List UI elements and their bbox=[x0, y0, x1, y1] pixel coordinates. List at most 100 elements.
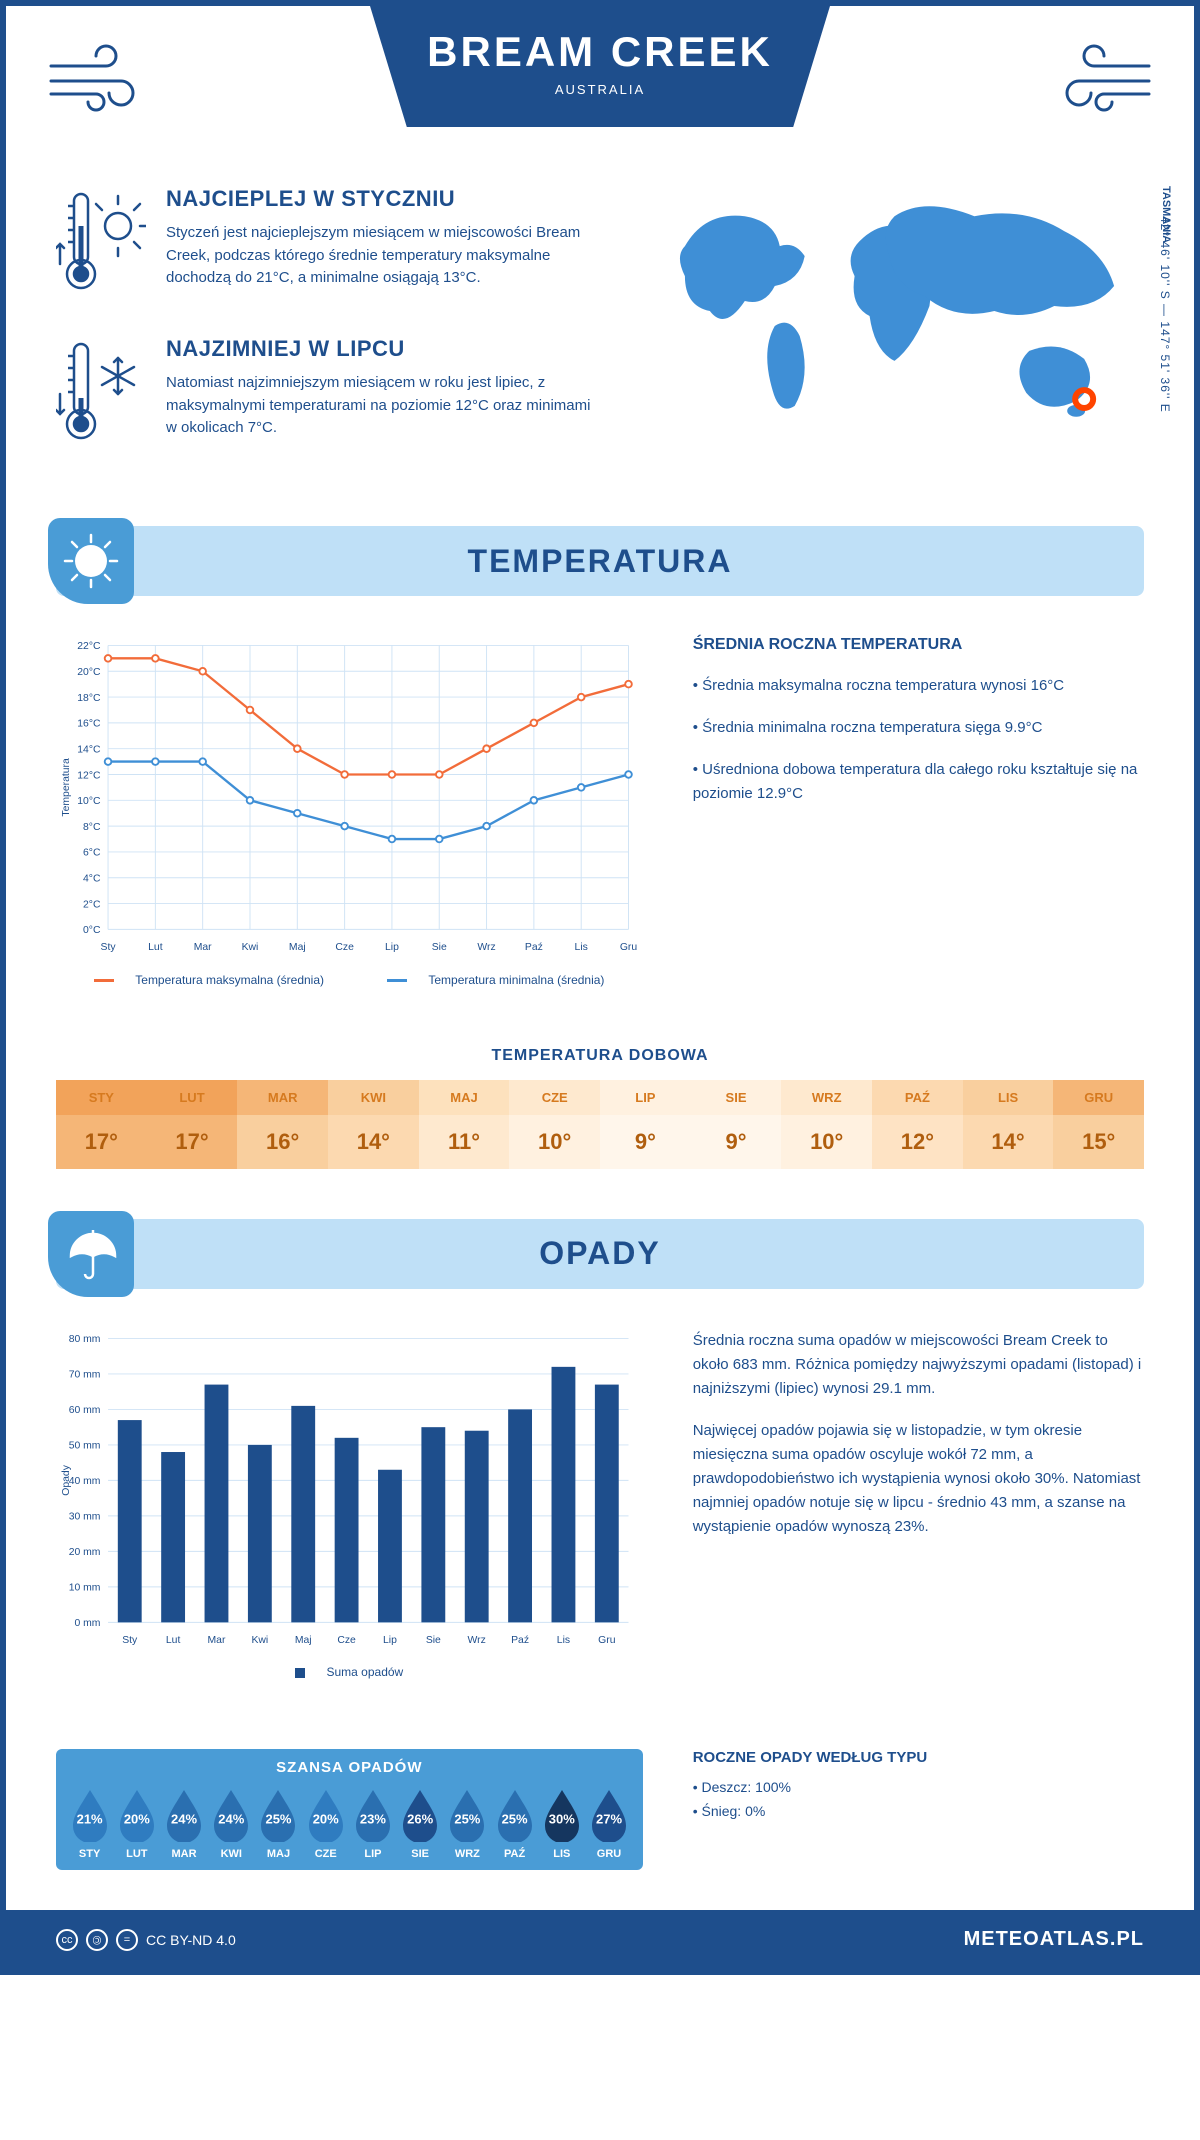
license-text: CC BY-ND 4.0 bbox=[146, 1932, 236, 1948]
rain-text-2: Najwięcej opadów pojawia się w listopadz… bbox=[693, 1419, 1144, 1539]
svg-text:Maj: Maj bbox=[289, 942, 306, 953]
temperature-chart-row: 0°C2°C4°C6°C8°C10°C12°C14°C16°C18°C20°C2… bbox=[6, 596, 1194, 1027]
svg-text:2°C: 2°C bbox=[83, 899, 101, 910]
svg-text:Gru: Gru bbox=[620, 942, 638, 953]
svg-text:4°C: 4°C bbox=[83, 874, 101, 885]
svg-text:Temperatura: Temperatura bbox=[61, 758, 72, 817]
thermometer-snow-icon bbox=[56, 336, 146, 446]
daily-temp-cell: CZE10° bbox=[509, 1080, 600, 1169]
temperature-line-chart: 0°C2°C4°C6°C8°C10°C12°C14°C16°C18°C20°C2… bbox=[56, 636, 643, 987]
svg-text:14°C: 14°C bbox=[77, 744, 101, 755]
rain-type-1: • Śnieg: 0% bbox=[693, 1800, 1144, 1824]
license-block: cc 🄯 = CC BY-ND 4.0 bbox=[56, 1929, 236, 1951]
legend-max: Temperatura maksymalna (średnia) bbox=[135, 973, 324, 987]
svg-text:6°C: 6°C bbox=[83, 848, 101, 859]
svg-text:Lis: Lis bbox=[575, 942, 588, 953]
rain-chance-cell: 25%MAJ bbox=[255, 1786, 302, 1860]
coordinates: 42° 46' 10'' S — 147° 51' 36'' E bbox=[1158, 216, 1172, 413]
rain-section-header: OPADY bbox=[56, 1219, 1144, 1289]
svg-text:40 mm: 40 mm bbox=[69, 1476, 101, 1487]
svg-text:Paź: Paź bbox=[525, 942, 543, 953]
wind-icon-right bbox=[1034, 36, 1154, 116]
rain-types-col: ROCZNE OPADY WEDŁUG TYPU • Deszcz: 100% … bbox=[693, 1749, 1144, 1870]
svg-text:18°C: 18°C bbox=[77, 693, 101, 704]
svg-text:Opady: Opady bbox=[61, 1464, 72, 1495]
svg-text:80 mm: 80 mm bbox=[69, 1334, 101, 1345]
svg-text:10°C: 10°C bbox=[77, 796, 101, 807]
sun-icon bbox=[48, 518, 134, 604]
rain-chance-cell: 24%KWI bbox=[208, 1786, 255, 1860]
svg-text:0 mm: 0 mm bbox=[74, 1618, 100, 1629]
daily-temp-title: TEMPERATURA DOBOWA bbox=[6, 1047, 1194, 1065]
fact-warmest-title: NAJCIEPLEJ W STYCZNIU bbox=[166, 186, 605, 212]
svg-text:Sie: Sie bbox=[426, 1635, 441, 1646]
svg-text:Lis: Lis bbox=[557, 1635, 570, 1646]
rain-chance-cell: 25%WRZ bbox=[444, 1786, 491, 1860]
temperature-section-header: TEMPERATURA bbox=[56, 526, 1144, 596]
rain-info: Średnia roczna suma opadów w miejscowośc… bbox=[693, 1329, 1144, 1680]
svg-text:10 mm: 10 mm bbox=[69, 1582, 101, 1593]
daily-temp-cell: SIE9° bbox=[691, 1080, 782, 1169]
svg-text:Cze: Cze bbox=[335, 942, 354, 953]
svg-text:Wrz: Wrz bbox=[477, 942, 495, 953]
svg-text:Lut: Lut bbox=[148, 942, 163, 953]
daily-temp-cell: STY17° bbox=[56, 1080, 147, 1169]
fact-coldest-text: NAJZIMNIEJ W LIPCU Natomiast najzimniejs… bbox=[166, 336, 605, 446]
svg-text:Lip: Lip bbox=[385, 942, 399, 953]
fact-warmest: NAJCIEPLEJ W STYCZNIU Styczeń jest najci… bbox=[56, 186, 605, 296]
daily-temp-cell: LUT17° bbox=[147, 1080, 238, 1169]
thermometer-sun-icon bbox=[56, 186, 146, 296]
header-banner: BREAM CREEK AUSTRALIA bbox=[6, 6, 1194, 156]
svg-text:20 mm: 20 mm bbox=[69, 1547, 101, 1558]
rain-chart-row: 0 mm10 mm20 mm30 mm40 mm50 mm60 mm70 mm8… bbox=[6, 1289, 1194, 1720]
daily-temp-table: STY17°LUT17°MAR16°KWI14°MAJ11°CZE10°LIP9… bbox=[56, 1080, 1144, 1169]
daily-temp-cell: PAŹ12° bbox=[872, 1080, 963, 1169]
world-map bbox=[645, 186, 1144, 446]
svg-text:Kwi: Kwi bbox=[251, 1635, 268, 1646]
cc-icon: cc bbox=[56, 1929, 78, 1951]
temperature-heading: TEMPERATURA bbox=[56, 543, 1144, 580]
legend-rain: Suma opadów bbox=[326, 1665, 403, 1679]
daily-temp-cell: KWI14° bbox=[328, 1080, 419, 1169]
intro-row: NAJCIEPLEJ W STYCZNIU Styczeń jest najci… bbox=[6, 156, 1194, 526]
svg-text:8°C: 8°C bbox=[83, 822, 101, 833]
rain-chance-panel: SZANSA OPADÓW 21%STY20%LUT24%MAR24%KWI25… bbox=[56, 1749, 643, 1870]
footer: cc 🄯 = CC BY-ND 4.0 METEOATLAS.PL bbox=[6, 1910, 1194, 1969]
site-name: METEOATLAS.PL bbox=[964, 1928, 1144, 1951]
daily-temp-cell: MAR16° bbox=[237, 1080, 328, 1169]
rain-legend: Suma opadów bbox=[56, 1665, 643, 1679]
rain-chance-cell: 24%MAR bbox=[160, 1786, 207, 1860]
svg-text:Cze: Cze bbox=[337, 1635, 356, 1646]
rain-types-title: ROCZNE OPADY WEDŁUG TYPU bbox=[693, 1749, 1144, 1766]
daily-temp-cell: LIP9° bbox=[600, 1080, 691, 1169]
rain-chance-cell: 23%LIP bbox=[349, 1786, 396, 1860]
page: BREAM CREEK AUSTRALIA bbox=[0, 0, 1200, 1975]
temperature-bullet-1: • Średnia minimalna roczna temperatura s… bbox=[693, 716, 1144, 740]
svg-text:50 mm: 50 mm bbox=[69, 1440, 101, 1451]
svg-text:Lut: Lut bbox=[166, 1635, 181, 1646]
svg-text:Sie: Sie bbox=[432, 942, 447, 953]
legend-min: Temperatura minimalna (średnia) bbox=[428, 973, 604, 987]
svg-text:Wrz: Wrz bbox=[468, 1635, 486, 1646]
temperature-info: ŚREDNIA ROCZNA TEMPERATURA • Średnia mak… bbox=[693, 636, 1144, 987]
rain-heading: OPADY bbox=[56, 1235, 1144, 1272]
intro-facts: NAJCIEPLEJ W STYCZNIU Styczeń jest najci… bbox=[56, 186, 605, 486]
rain-chance-drops: 21%STY20%LUT24%MAR24%KWI25%MAJ20%CZE23%L… bbox=[56, 1786, 643, 1860]
svg-text:30 mm: 30 mm bbox=[69, 1511, 101, 1522]
fact-coldest-title: NAJZIMNIEJ W LIPCU bbox=[166, 336, 605, 362]
fact-coldest-body: Natomiast najzimniejszym miesiącem w rok… bbox=[166, 372, 605, 440]
daily-temp-cell: GRU15° bbox=[1053, 1080, 1144, 1169]
rain-chance-cell: 30%LIS bbox=[538, 1786, 585, 1860]
daily-temp-cell: LIS14° bbox=[963, 1080, 1054, 1169]
location-subtitle: AUSTRALIA bbox=[390, 82, 810, 97]
rain-chance-cell: 21%STY bbox=[66, 1786, 113, 1860]
rain-bottom-row: SZANSA OPADÓW 21%STY20%LUT24%MAR24%KWI25… bbox=[56, 1749, 1144, 1870]
temperature-bullet-2: • Uśredniona dobowa temperatura dla całe… bbox=[693, 758, 1144, 806]
svg-text:0°C: 0°C bbox=[83, 925, 101, 936]
rain-chance-cell: 20%LUT bbox=[113, 1786, 160, 1860]
rain-chance-cell: 27%GRU bbox=[585, 1786, 632, 1860]
svg-text:70 mm: 70 mm bbox=[69, 1369, 101, 1380]
map-panel: TASMANIA 42° 46' 10'' S — 147° 51' 36'' … bbox=[645, 186, 1144, 486]
svg-text:20°C: 20°C bbox=[77, 667, 101, 678]
svg-text:Lip: Lip bbox=[383, 1635, 397, 1646]
